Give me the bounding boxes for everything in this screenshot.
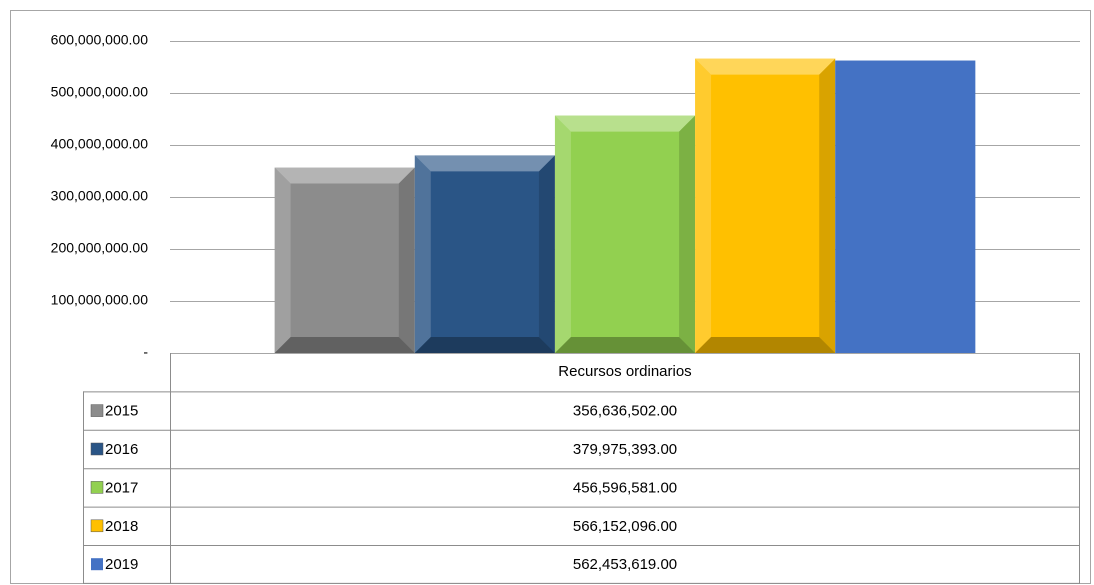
bar-bevel bbox=[274, 337, 415, 353]
y-tick-label: - bbox=[143, 344, 148, 360]
bar-bevel bbox=[695, 58, 836, 75]
y-tick-label: 200,000,000.00 bbox=[51, 240, 149, 256]
table-value: 379,975,393.00 bbox=[573, 441, 677, 458]
x-tick-label: Recursos ordinarios bbox=[558, 363, 691, 380]
legend-label: 2019 bbox=[105, 556, 138, 573]
table-value: 566,152,096.00 bbox=[573, 518, 677, 535]
table-value: 356,636,502.00 bbox=[573, 403, 677, 420]
legend-label: 2018 bbox=[105, 518, 138, 535]
legend-label: 2017 bbox=[105, 479, 138, 496]
bar bbox=[695, 58, 836, 353]
y-tick-label: 300,000,000.00 bbox=[51, 188, 149, 204]
legend-key bbox=[91, 558, 103, 571]
y-tick-label: 600,000,000.00 bbox=[51, 32, 149, 48]
legend-key bbox=[90, 481, 104, 494]
bar-bevel bbox=[554, 115, 696, 132]
bar-bevel bbox=[679, 115, 696, 353]
bar bbox=[414, 155, 555, 353]
bar-bevel bbox=[819, 58, 836, 353]
bar-bevel bbox=[414, 337, 555, 353]
bar bbox=[835, 60, 976, 354]
y-tick-label: 400,000,000.00 bbox=[51, 136, 149, 152]
bar-bevel bbox=[554, 115, 571, 353]
bar-bevel bbox=[398, 167, 415, 353]
bar-bevel bbox=[274, 167, 291, 353]
legend-key bbox=[90, 442, 104, 456]
y-tick-label: 100,000,000.00 bbox=[51, 292, 149, 308]
bar bbox=[274, 167, 415, 353]
bar bbox=[554, 115, 696, 353]
legend-label: 2016 bbox=[105, 441, 138, 458]
bar-bevel bbox=[414, 155, 555, 172]
table-value: 562,453,619.00 bbox=[573, 556, 677, 573]
legend-key bbox=[90, 404, 104, 417]
legend-key bbox=[90, 519, 104, 533]
y-tick-label: 500,000,000.00 bbox=[51, 84, 149, 100]
bar-bevel bbox=[274, 167, 415, 184]
table-value: 456,596,581.00 bbox=[573, 479, 677, 496]
bar-bevel bbox=[695, 337, 836, 353]
legend-label: 2015 bbox=[105, 403, 138, 420]
bar-bevel bbox=[554, 337, 696, 353]
bar-bevel bbox=[538, 155, 555, 353]
bar-bevel bbox=[414, 155, 431, 353]
bar-bevel bbox=[695, 58, 712, 353]
